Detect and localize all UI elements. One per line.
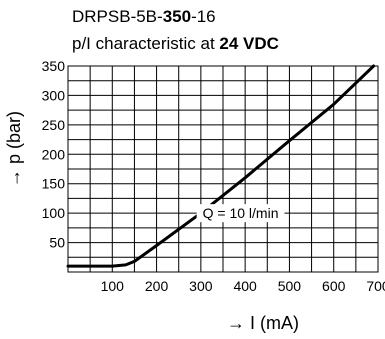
y-tick-label: 350 bbox=[42, 58, 66, 74]
chart-subtitle: p/I characteristic at 24 VDC bbox=[72, 34, 279, 53]
plot-frame bbox=[67, 65, 379, 273]
x-tick-label: 500 bbox=[278, 278, 302, 294]
y-axis-label: → p (bar) bbox=[4, 111, 24, 187]
annotation: Q = 10 l/min bbox=[196, 204, 285, 223]
x-tick-label: 600 bbox=[322, 278, 346, 294]
y-tick-label: 250 bbox=[42, 117, 66, 133]
x-tick-label: 400 bbox=[233, 278, 257, 294]
x-tick-label: 100 bbox=[101, 278, 125, 294]
x-tick-label: 200 bbox=[145, 278, 169, 294]
y-tick-label: 100 bbox=[42, 205, 66, 221]
grid bbox=[68, 66, 378, 272]
y-tick-label: 200 bbox=[42, 146, 66, 162]
x-axis-label: → I (mA) bbox=[227, 313, 299, 333]
y-tick-label: 300 bbox=[42, 87, 66, 103]
annotation-background bbox=[196, 204, 285, 223]
annotation-label: Q = 10 l/min bbox=[203, 205, 279, 221]
x-tick-label: 700 bbox=[366, 278, 385, 294]
x-tick-labels: 100 200 300 400 500 600 700 bbox=[101, 278, 385, 294]
series-line bbox=[66, 64, 376, 268]
y-tick-label: 150 bbox=[42, 176, 66, 192]
y-tick-labels: 50 100 150 200 250 300 350 bbox=[42, 58, 66, 251]
y-tick-label: 50 bbox=[49, 235, 65, 251]
chart-title: DRPSB-5B-350-16 bbox=[72, 7, 216, 26]
x-tick-label: 300 bbox=[189, 278, 213, 294]
